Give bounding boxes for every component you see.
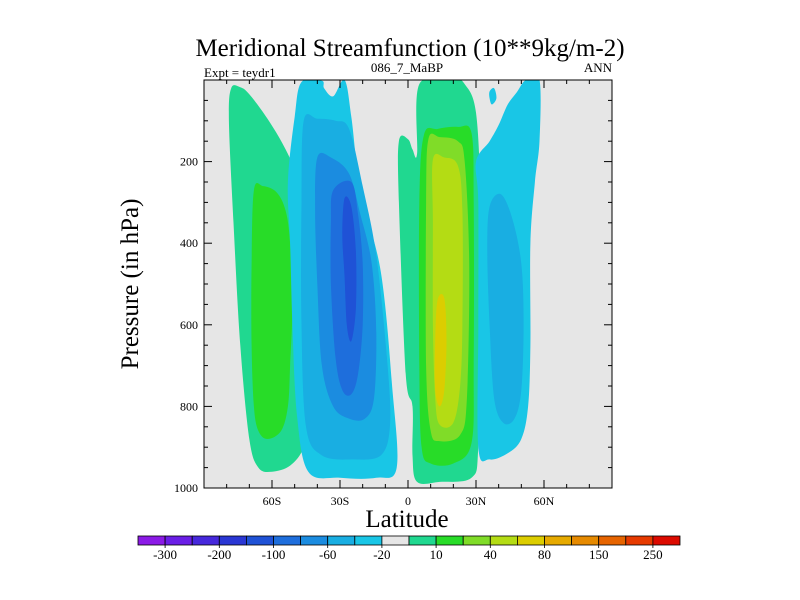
contour-fills [228, 80, 541, 485]
colorbar-swatch [652, 535, 681, 546]
colorbar-label: 40 [484, 547, 497, 562]
colorbar-swatch [164, 535, 193, 546]
colorbar-swatch [300, 535, 329, 546]
subtitle-right: ANN [584, 60, 613, 75]
colorbar-swatch [408, 535, 437, 546]
colorbar-swatch [191, 535, 220, 546]
contour-region [251, 183, 293, 439]
contour-region [434, 293, 447, 407]
contour-region [487, 193, 524, 425]
subtitle-center: 086_7_MaBP [371, 60, 443, 75]
colorbar-swatch [273, 535, 302, 546]
y-tick-label: 200 [180, 155, 198, 169]
colorbar-swatch [544, 535, 573, 546]
contour-region [342, 196, 357, 342]
x-tick-label: 60N [534, 494, 555, 508]
chart-title: Meridional Streamfunction (10**9kg/m-2) [195, 35, 624, 62]
colorbar-swatch [218, 535, 247, 546]
x-tick-label: 30N [466, 494, 487, 508]
colorbar-label: -100 [262, 547, 286, 562]
colorbar-swatch [435, 535, 464, 546]
colorbar-label: 150 [589, 547, 609, 562]
colorbar-swatch [598, 535, 627, 546]
colorbar-label: -200 [207, 547, 231, 562]
y-axis-label: Pressure (in hPa) [117, 199, 144, 370]
axes: 60S 30S 0 30N 60N 200 400 600 800 1000 [174, 80, 612, 508]
y-tick-label: 800 [180, 399, 198, 413]
colorbar-swatch [517, 535, 545, 546]
colorbar-swatch [571, 535, 600, 546]
colorbar-label: 250 [643, 547, 663, 562]
x-tick-label: 0 [405, 494, 411, 508]
y-tick-label: 1000 [174, 481, 198, 495]
colorbar-swatch [245, 535, 274, 546]
x-tick-label: 30S [331, 494, 350, 508]
y-tick-label: 400 [180, 236, 198, 250]
colorbar-label: -20 [373, 547, 390, 562]
subtitle-left: Expt = teydr1 [204, 65, 276, 80]
colorbar-label: -60 [319, 547, 336, 562]
colorbar-swatch [327, 535, 356, 546]
colorbar-swatch [137, 535, 166, 546]
colorbar-swatch [489, 535, 518, 546]
colorbar-label: 80 [538, 547, 551, 562]
contour-region [489, 87, 497, 105]
colorbar: -300 -200 -100 -60 -20 10 40 80 150 250 [137, 535, 681, 562]
colorbar-swatch [381, 535, 410, 546]
colorbar-swatch [354, 535, 383, 546]
colorbar-label: 10 [430, 547, 443, 562]
colorbar-label: -300 [153, 547, 177, 562]
colorbar-swatch [462, 535, 491, 546]
colorbar-swatch [625, 535, 654, 546]
y-tick-label: 600 [180, 318, 198, 332]
x-axis-label: Latitude [365, 506, 448, 533]
x-tick-label: 60S [263, 494, 282, 508]
